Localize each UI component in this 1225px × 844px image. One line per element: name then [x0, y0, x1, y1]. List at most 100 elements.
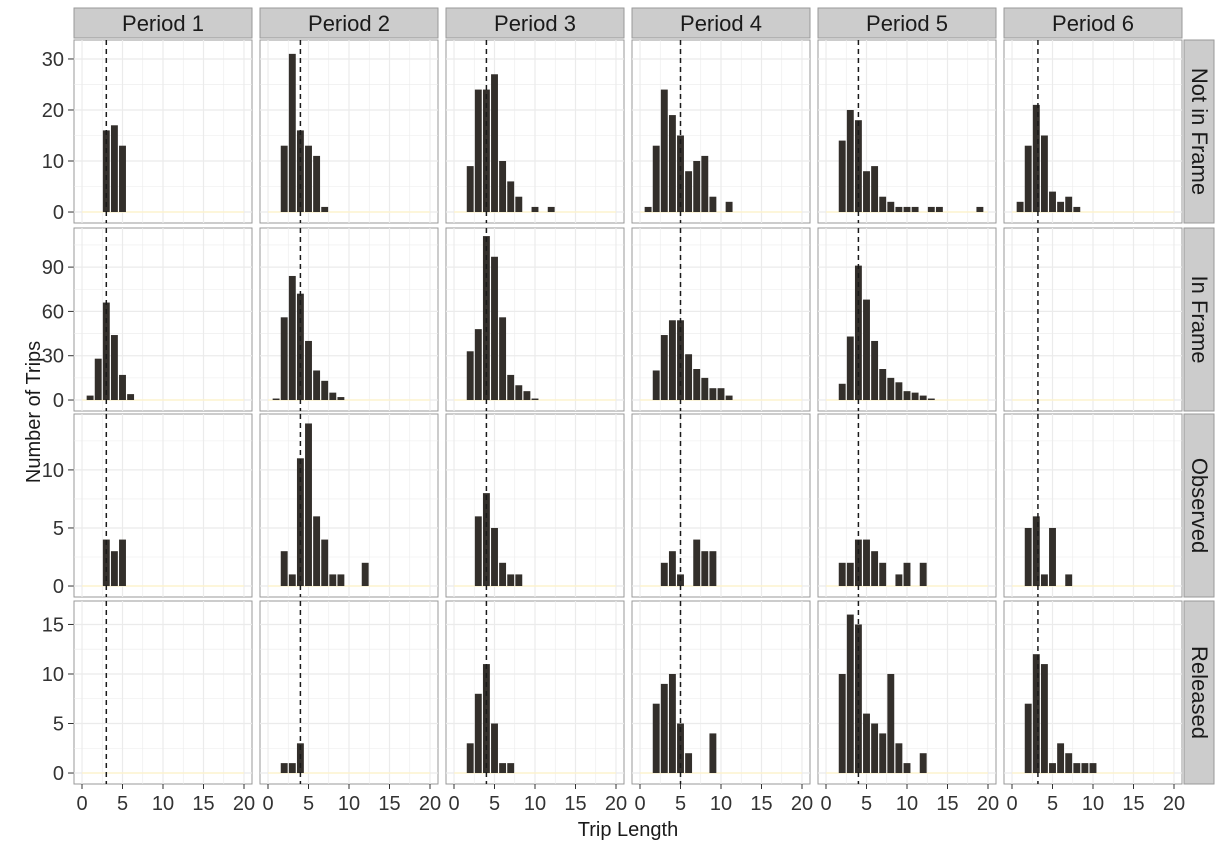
- row-strip-not-in-frame: [1183, 39, 1215, 224]
- panel-released-period-3: [445, 600, 625, 785]
- panel-not-in-frame-period-5: [817, 39, 997, 224]
- histogram-bar: [693, 539, 701, 587]
- panel-released-period-1: [73, 600, 253, 785]
- histogram-bar: [321, 380, 329, 401]
- histogram-bar: [919, 395, 927, 401]
- histogram-bar: [491, 527, 498, 587]
- histogram-bar: [863, 539, 870, 587]
- x-tick-label: 15: [378, 793, 400, 815]
- histogram-bar: [474, 89, 482, 213]
- y-tick-label: 0: [53, 202, 64, 224]
- histogram-bar: [846, 562, 854, 587]
- panel-in-frame-period-6: [1003, 227, 1183, 412]
- histogram-bar: [854, 265, 862, 401]
- histogram-bar: [685, 171, 693, 213]
- histogram-bar: [911, 206, 919, 213]
- y-tick-label: 0: [53, 390, 64, 412]
- y-tick-label: 10: [42, 151, 64, 173]
- column-strip-3: [445, 7, 625, 39]
- histogram-bar: [879, 369, 887, 401]
- panel-released-period-2: [259, 600, 439, 785]
- histogram-bar: [313, 155, 321, 213]
- histogram-bar: [668, 673, 676, 774]
- panel-released-period-5: [817, 600, 997, 785]
- histogram-bar: [871, 551, 879, 587]
- histogram-bar: [337, 574, 345, 587]
- x-tick-label: 0: [262, 793, 273, 815]
- panel-observed-period-6: [1003, 413, 1183, 598]
- x-tick-label: 10: [710, 793, 732, 815]
- histogram-bar: [499, 562, 507, 587]
- histogram-bar: [701, 377, 709, 401]
- x-axis-title: Trip Length: [578, 819, 678, 841]
- x-tick-label: 20: [605, 793, 627, 815]
- row-strip-label: Released: [1187, 646, 1212, 739]
- histogram-bar: [1081, 763, 1089, 774]
- x-tick-label: 0: [820, 793, 831, 815]
- histogram-bar: [903, 763, 911, 774]
- panel-in-frame-period-2: [259, 227, 439, 412]
- column-strip-label: Period 1: [122, 11, 204, 36]
- histogram-bar: [919, 562, 927, 587]
- histogram-bar: [1049, 191, 1056, 213]
- panel-not-in-frame-period-6: [1003, 39, 1183, 224]
- x-tick-label: 20: [977, 793, 999, 815]
- histogram-bar: [288, 53, 296, 213]
- histogram-bar: [305, 340, 312, 401]
- histogram-bar: [507, 181, 515, 213]
- x-tick-label: 10: [1082, 793, 1104, 815]
- histogram-bar: [838, 140, 846, 213]
- x-tick-label: 0: [634, 793, 645, 815]
- column-strip-4: [631, 7, 811, 39]
- histogram-bar: [879, 733, 887, 774]
- histogram-bar: [296, 130, 304, 213]
- x-tick-label: 5: [675, 793, 686, 815]
- row-strip-released: [1183, 600, 1215, 785]
- histogram-bar: [474, 516, 482, 587]
- histogram-bar: [515, 574, 523, 587]
- histogram-bar: [491, 74, 498, 213]
- panel-not-in-frame-period-3: [445, 39, 625, 224]
- histogram-bar: [547, 206, 555, 213]
- histogram-bar: [321, 539, 329, 587]
- histogram-bar: [887, 673, 895, 774]
- histogram-bar: [1040, 664, 1048, 774]
- histogram-bar: [863, 713, 870, 774]
- column-strip-label: Period 5: [866, 11, 948, 36]
- histogram-bar: [652, 703, 660, 774]
- histogram-bar: [1024, 527, 1032, 587]
- x-tick-label: 15: [192, 793, 214, 815]
- histogram-bar: [903, 562, 911, 587]
- row-strip-observed: [1183, 413, 1215, 598]
- histogram-bar: [838, 673, 846, 774]
- histogram-bar: [871, 340, 879, 401]
- x-tick-label: 20: [791, 793, 813, 815]
- x-tick-label: 5: [1047, 793, 1058, 815]
- x-tick-label: 0: [76, 793, 87, 815]
- histogram-bar: [709, 551, 717, 587]
- histogram-bar: [660, 562, 668, 587]
- histogram-bar: [86, 395, 94, 401]
- y-tick-label: 5: [53, 518, 64, 540]
- histogram-bar: [499, 161, 507, 213]
- histogram-bar: [652, 370, 660, 401]
- histogram-bar: [280, 551, 288, 587]
- histogram-bar: [515, 196, 523, 213]
- histogram-bar: [644, 206, 652, 213]
- histogram-bar: [660, 335, 668, 401]
- histogram-bar: [660, 683, 668, 774]
- column-strip-label: Period 4: [680, 11, 762, 36]
- panel-in-frame-period-1: [73, 227, 253, 412]
- histogram-bar: [685, 753, 693, 774]
- histogram-bar: [677, 135, 684, 213]
- panel-observed-period-3: [445, 413, 625, 598]
- histogram-bar: [846, 109, 854, 213]
- histogram-bar: [102, 302, 110, 401]
- column-strip-label: Period 3: [494, 11, 576, 36]
- histogram-bar: [863, 299, 870, 401]
- y-tick-label: 30: [42, 49, 64, 71]
- x-tick-label: 15: [750, 793, 772, 815]
- histogram-bar: [1049, 763, 1056, 774]
- x-tick-label: 15: [1122, 793, 1144, 815]
- x-tick-label: 10: [524, 793, 546, 815]
